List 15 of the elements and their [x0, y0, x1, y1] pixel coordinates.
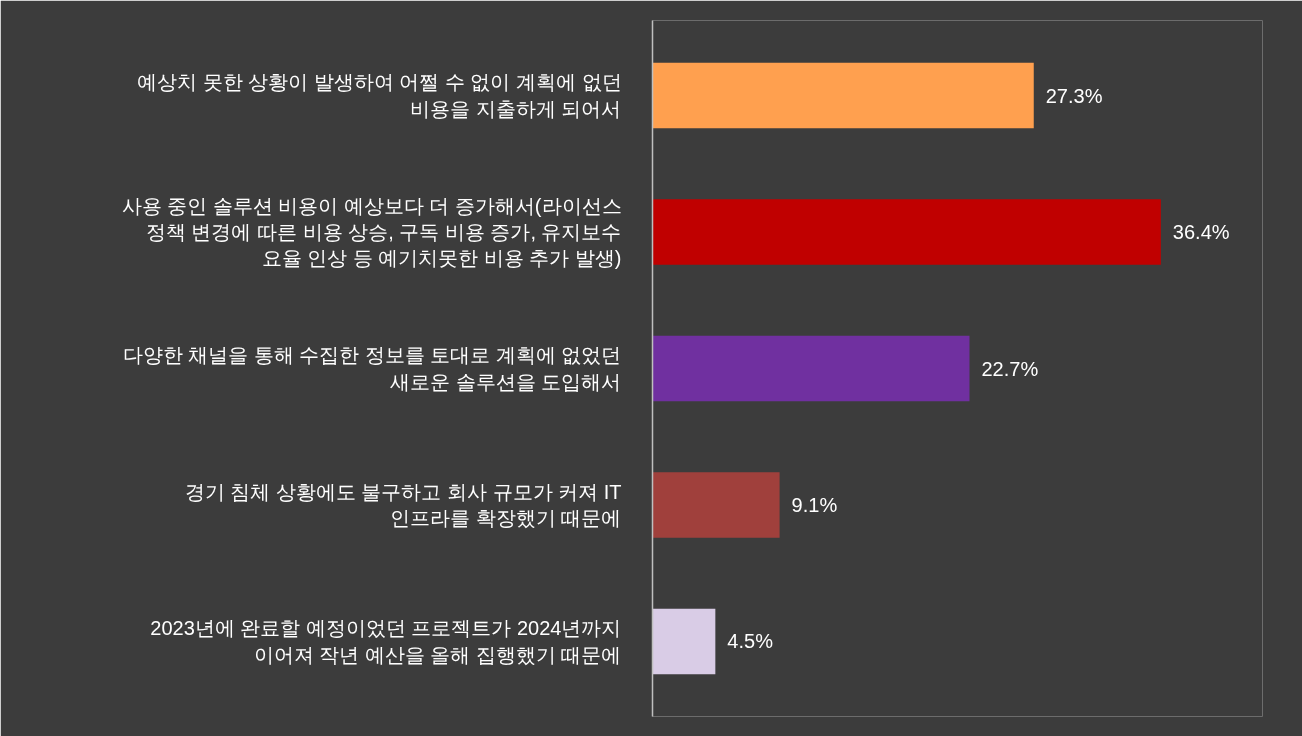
- y-tick-label: 사용 중인 솔루션 비용이 예상보다 더 증가해서(라이선스 정책 변경에 따른 비용 상승, 구독 비용 증가, 유지보수 요율 인상 등 예기치못한 비용 추가 발생): [121, 194, 622, 270]
- data-label: 9.1%: [791, 493, 838, 516]
- bar: [652, 62, 1034, 129]
- data-label: 36.4%: [1172, 221, 1230, 244]
- y-tick-label: 2023년에 완료할 예정이었던 프로젝트가 2024년까지 이어져 작년 예산을 올해 집행했기 때문에: [150, 617, 622, 666]
- y-tick-label: 예상치 못한 상황이 발생하여 어쩔 수 없이 계획에 없던 비용을 지출하게 되어서: [137, 71, 622, 120]
- data-label: 27.3%: [1045, 84, 1103, 107]
- bar: [652, 335, 970, 402]
- bar: [652, 199, 1161, 265]
- y-tick-label: 다양한 채널을 통해 수집한 정보를 토대로 계획에 없었던 새로운 솔루션을 도입해서: [122, 344, 622, 393]
- data-label: 4.5%: [727, 630, 774, 653]
- data-label: 22.7%: [981, 357, 1039, 380]
- bar: [652, 472, 780, 538]
- y-tick-label: 경기 침체 상황에도 불구하고 회사 규모가 커져 IT 인프라를 확장했기 때문에: [184, 480, 622, 530]
- bar: [652, 608, 716, 675]
